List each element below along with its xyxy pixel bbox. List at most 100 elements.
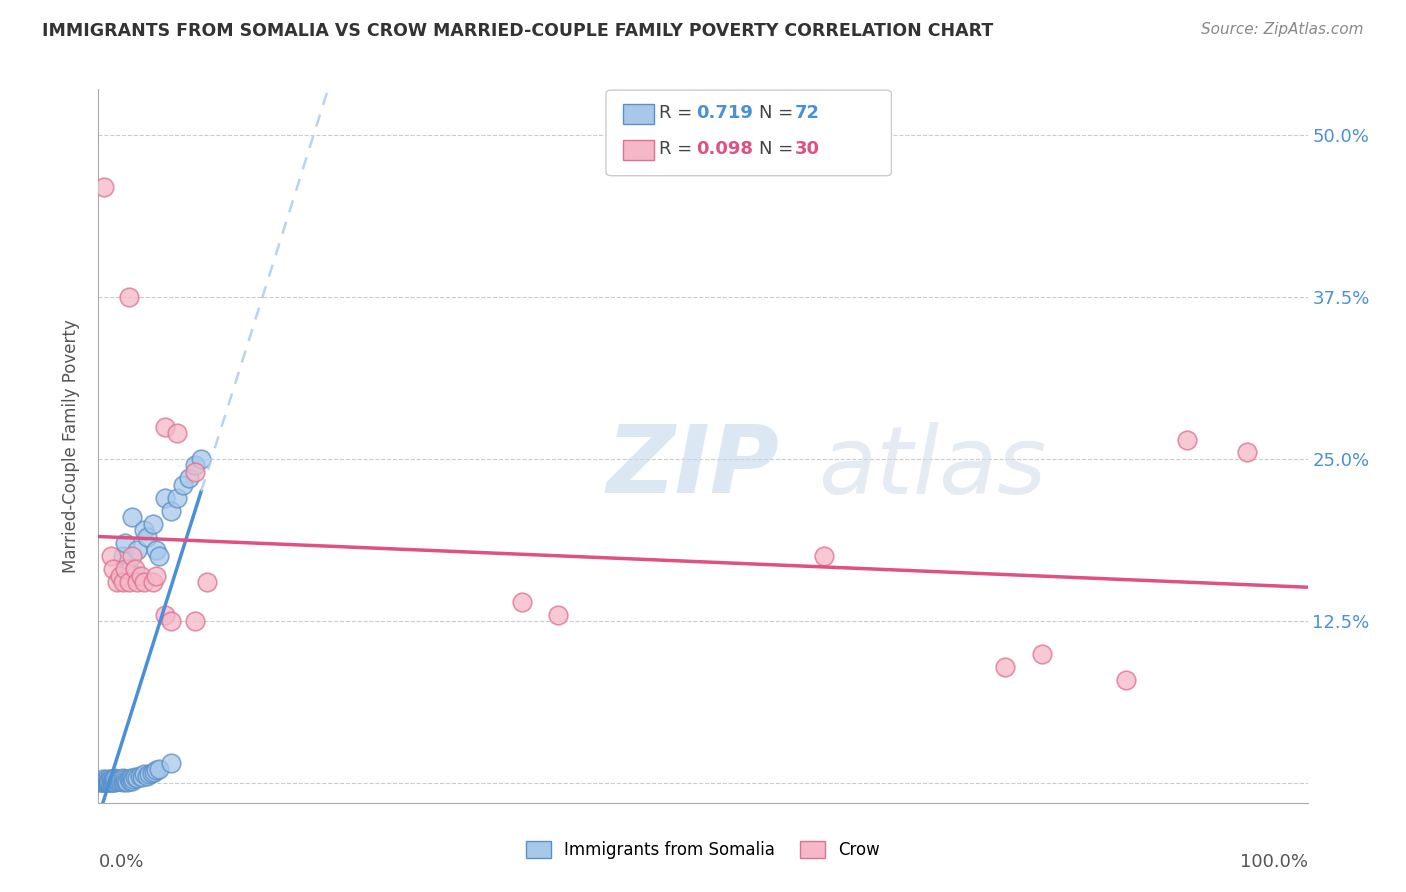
Point (1031, 647, 1053, 661)
Point (93, 775, 115, 789)
Point (110, 772, 132, 787)
Point (143, 764, 166, 779)
Point (112, 773, 135, 788)
Text: N =: N = (759, 140, 799, 158)
Point (89, 775, 111, 789)
Point (166, 491, 188, 505)
Point (93, 773, 115, 788)
Point (94, 773, 117, 788)
Point (94, 775, 117, 789)
Point (111, 775, 134, 789)
Point (122, 772, 145, 787)
Text: atlas: atlas (818, 422, 1046, 513)
Point (111, 771, 134, 785)
Point (134, 575, 156, 590)
Text: 30: 30 (794, 140, 820, 158)
Point (118, 773, 141, 788)
Point (121, 510, 143, 524)
Point (134, 524, 156, 538)
Point (184, 614, 207, 628)
Text: 100.0%: 100.0% (1240, 853, 1308, 871)
Point (98, 773, 121, 788)
Point (120, 771, 142, 785)
Point (184, 458, 207, 473)
Point (127, 542, 149, 557)
Point (131, 770, 153, 784)
Point (105, 575, 128, 590)
Text: N =: N = (759, 104, 799, 122)
Point (124, 770, 146, 784)
Legend: Immigrants from Somalia, Crow: Immigrants from Somalia, Crow (519, 834, 887, 866)
Point (994, 659, 1017, 673)
Point (145, 764, 167, 778)
Point (1175, 433, 1198, 447)
Point (1115, 673, 1137, 687)
Point (100, 773, 122, 788)
Point (134, 767, 156, 781)
Point (100, 549, 122, 564)
Point (96, 775, 118, 789)
Point (100, 775, 122, 789)
Point (179, 471, 201, 485)
Point (184, 465, 207, 479)
Point (103, 773, 125, 788)
Point (114, 772, 136, 787)
Point (1236, 445, 1258, 459)
Point (142, 516, 165, 531)
Point (108, 568, 131, 582)
Point (172, 478, 194, 492)
Point (93, 179, 115, 194)
Point (166, 425, 188, 440)
Point (97, 775, 120, 789)
Point (91, 775, 114, 789)
Point (118, 290, 141, 304)
Point (813, 549, 835, 564)
Point (91, 772, 114, 787)
Point (160, 614, 183, 628)
Point (142, 575, 165, 590)
Point (90, 773, 112, 788)
Point (103, 771, 125, 785)
Point (118, 562, 141, 576)
Point (127, 771, 149, 785)
Point (101, 775, 124, 789)
Point (91, 773, 114, 788)
Text: IMMIGRANTS FROM SOMALIA VS CROW MARRIED-COUPLE FAMILY POVERTY CORRELATION CHART: IMMIGRANTS FROM SOMALIA VS CROW MARRIED-… (42, 22, 994, 40)
Point (135, 530, 157, 544)
Point (124, 568, 146, 582)
Point (121, 549, 143, 564)
Point (104, 775, 127, 789)
Point (104, 772, 127, 787)
Point (100, 775, 122, 789)
Point (114, 536, 136, 550)
Point (91, 775, 114, 789)
Point (117, 775, 139, 789)
Text: R =: R = (659, 140, 699, 158)
Point (547, 607, 569, 622)
Point (153, 419, 176, 434)
Point (118, 772, 141, 787)
Point (101, 562, 124, 576)
Point (108, 772, 131, 787)
Point (148, 762, 170, 776)
Text: ZIP: ZIP (606, 421, 779, 514)
Point (160, 504, 183, 518)
Point (96, 772, 118, 787)
Point (90, 775, 112, 789)
Text: Source: ZipAtlas.com: Source: ZipAtlas.com (1201, 22, 1364, 37)
Point (101, 772, 124, 787)
Point (121, 773, 143, 788)
Point (128, 768, 150, 782)
Point (145, 542, 167, 557)
Point (141, 766, 163, 780)
Point (129, 568, 152, 582)
Point (135, 768, 157, 782)
Point (195, 575, 218, 590)
Point (138, 767, 160, 781)
Point (114, 562, 136, 576)
Point (115, 773, 138, 788)
Point (111, 575, 134, 590)
Y-axis label: Married-Couple Family Poverty: Married-Couple Family Poverty (62, 319, 80, 573)
Point (124, 562, 146, 576)
Text: R =: R = (659, 104, 699, 122)
